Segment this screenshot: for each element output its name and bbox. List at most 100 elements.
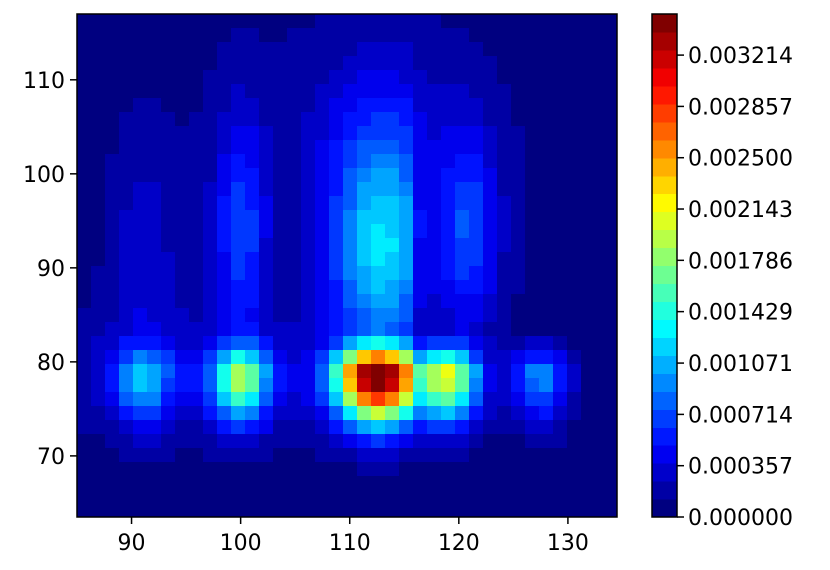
heat-cell [231,42,245,56]
heat-cell [231,280,245,294]
heat-cell [301,322,315,336]
heat-cell [567,490,581,504]
heat-cell [609,476,617,490]
heat-cell [581,420,595,434]
heat-cell [175,56,189,70]
heat-cell [147,462,161,476]
heat-cell [469,56,483,70]
heat-cell [245,98,259,112]
heat-cell [105,294,119,308]
heat-cell [273,238,287,252]
heat-cell [133,434,147,448]
heat-cell [539,504,553,517]
heat-cell [567,112,581,126]
heat-cell [385,266,399,280]
heat-cell [273,364,287,378]
heat-cell [119,392,133,406]
heat-cell [511,392,525,406]
heat-cell [469,98,483,112]
heat-cell [175,378,189,392]
heat-cell [217,476,231,490]
heat-cell [329,364,343,378]
heat-cell [455,378,469,392]
heat-cell [133,322,147,336]
heat-cell [609,70,617,84]
heat-cell [105,434,119,448]
heat-cell [147,420,161,434]
heat-cell [245,434,259,448]
heat-cell [441,70,455,84]
heat-cell [343,126,357,140]
heat-cell [553,14,567,28]
heat-cell [105,56,119,70]
heat-cell [217,84,231,98]
heat-cell [119,350,133,364]
heat-cell [469,504,483,517]
heat-cell [287,196,301,210]
heat-cell [119,476,133,490]
heat-cell [119,308,133,322]
heat-cell [539,70,553,84]
heat-cell [567,154,581,168]
heat-cell [161,462,175,476]
heat-cell [175,308,189,322]
heat-cell [539,56,553,70]
heat-cell [567,434,581,448]
heat-cell [483,196,497,210]
heat-cell [497,112,511,126]
heat-cell [525,266,539,280]
heat-cell [217,280,231,294]
y-tick-label: 110 [23,69,65,94]
heat-cell [231,168,245,182]
heat-cell [147,294,161,308]
heat-cell [553,280,567,294]
heat-cell [525,196,539,210]
heat-cell [273,126,287,140]
x-tick-label: 130 [547,531,589,556]
colorbar-segment [652,67,677,87]
heat-cell [609,84,617,98]
heat-cell [399,70,413,84]
heat-cell [161,196,175,210]
heat-cell [609,210,617,224]
colorbar-tick-label: 0.000714 [688,403,793,428]
heat-cell [329,126,343,140]
heat-cell [287,70,301,84]
y-tick-label: 70 [37,445,65,470]
heat-cell [455,98,469,112]
heat-cell [483,350,497,364]
heat-cell [371,140,385,154]
heat-cell [511,420,525,434]
heat-cell [329,448,343,462]
heat-cell [511,476,525,490]
heat-cell [539,140,553,154]
heat-cell [147,182,161,196]
heat-cell [189,210,203,224]
heat-cell [91,28,105,42]
heat-cell [77,154,91,168]
heat-cell [595,504,609,517]
heat-cell [77,126,91,140]
heat-cell [315,392,329,406]
colorbar-segment [652,85,677,105]
heat-cell [609,504,617,517]
heat-cell [371,112,385,126]
heat-cell [77,490,91,504]
x-tick-label: 110 [329,531,371,556]
heat-cell [525,224,539,238]
heat-cell [161,364,175,378]
heat-cell [133,56,147,70]
heat-cell [175,112,189,126]
heat-cell [259,84,273,98]
heat-cell [483,280,497,294]
heat-cell [371,70,385,84]
heat-cell [455,490,469,504]
heat-cell [497,266,511,280]
colorbar-tick-label: 0.001786 [688,249,793,274]
heat-cell [413,238,427,252]
heat-cell [455,336,469,350]
heat-cell [91,308,105,322]
heat-cell [371,126,385,140]
heat-cell [483,238,497,252]
heat-cell [329,378,343,392]
